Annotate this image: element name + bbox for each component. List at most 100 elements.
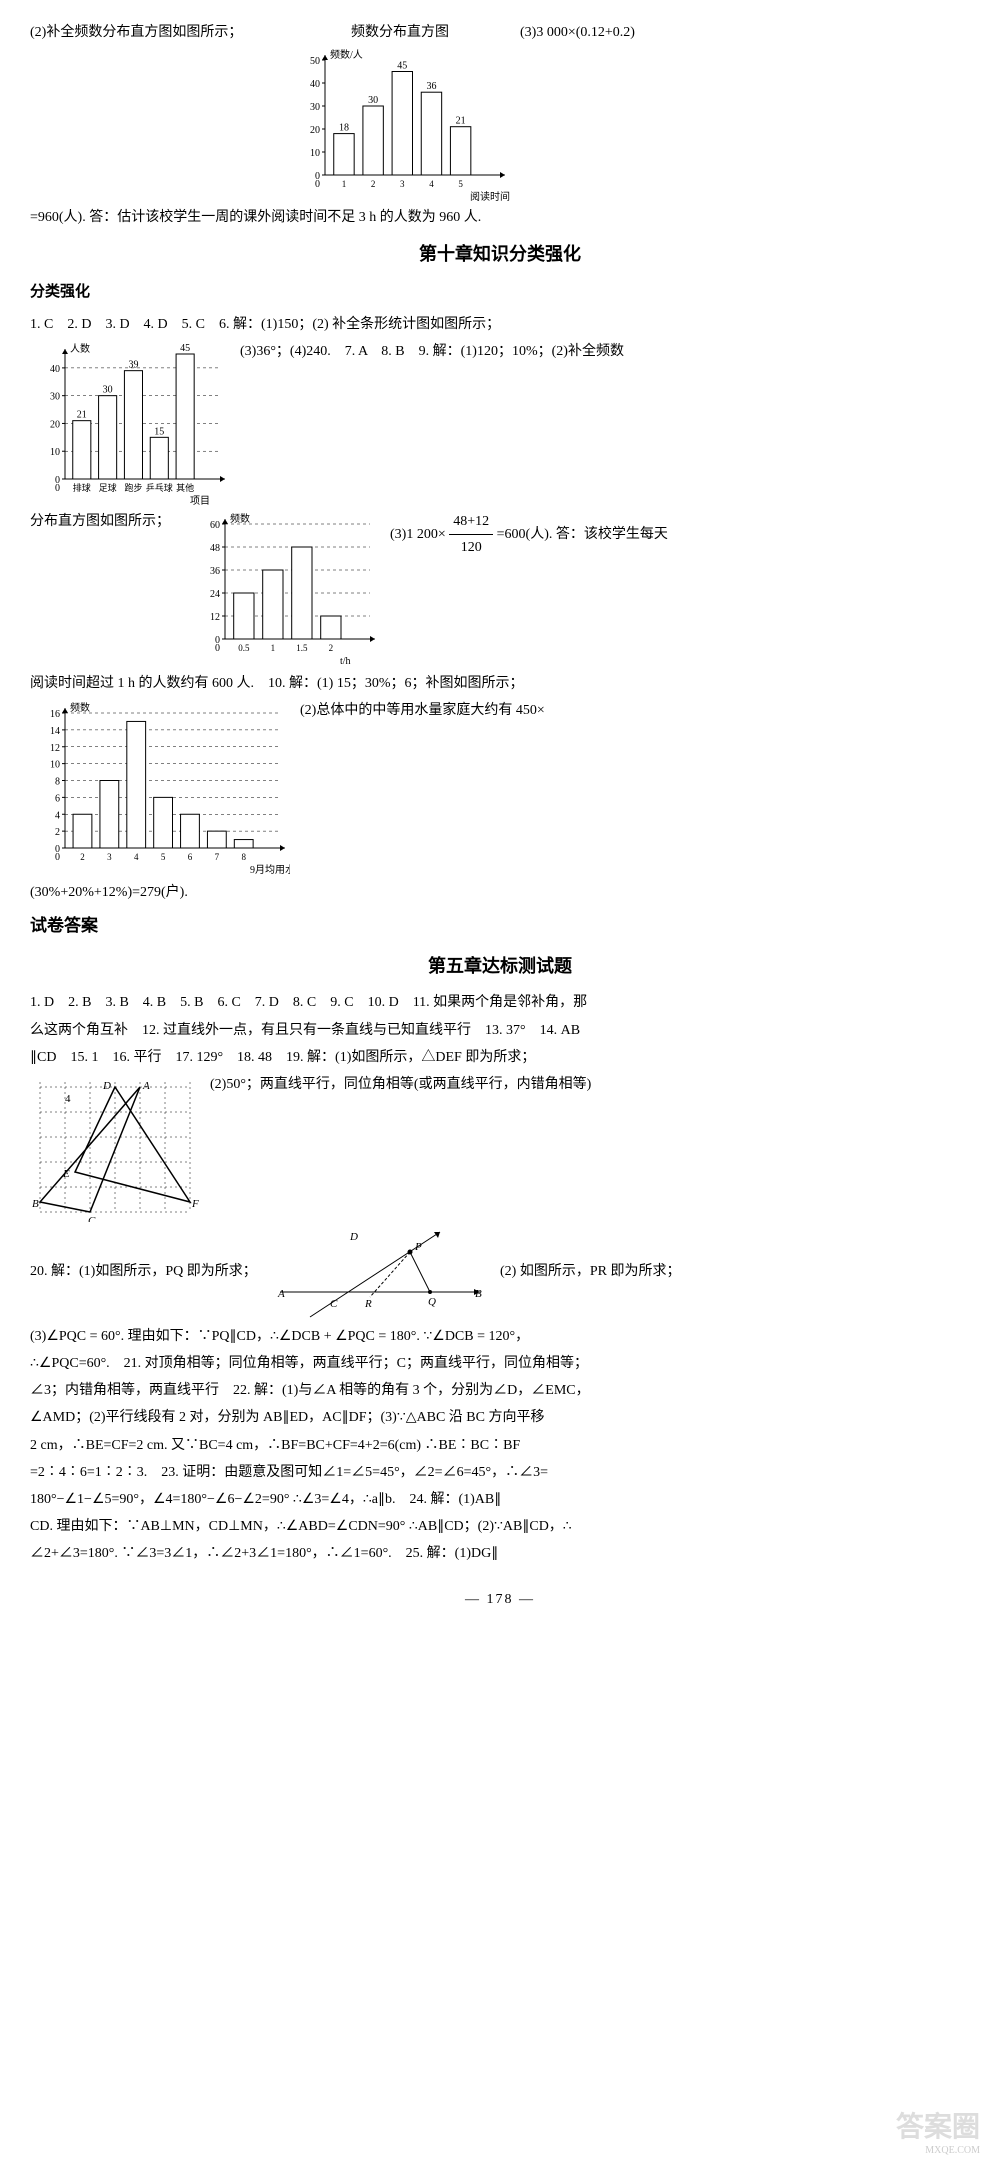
- svg-text:3: 3: [400, 179, 405, 189]
- svg-text:B: B: [475, 1288, 482, 1300]
- q3-text: (3)3 000×(0.12+0.2): [520, 20, 970, 45]
- ch10-ans5: (2)总体中的中等用水量家庭大约有 450×: [300, 698, 970, 723]
- ch10-ans1: 1. C 2. D 3. D 4. D 5. C 6. 解：(1)150；(2)…: [30, 312, 970, 337]
- svg-text:t/h: t/h: [340, 656, 351, 667]
- svg-text:48: 48: [210, 543, 220, 554]
- svg-text:21: 21: [456, 116, 466, 127]
- exam-p11: =2∶4∶6=1∶2∶3. 23. 证明：由题意及图可知∠1=∠5=45°，∠2…: [30, 1460, 970, 1485]
- ch10-ans3-right-a: (3)1 200×: [390, 527, 446, 542]
- svg-text:45: 45: [397, 61, 407, 72]
- svg-text:频数: 频数: [230, 512, 250, 525]
- svg-text:39: 39: [128, 360, 138, 371]
- svg-text:A: A: [142, 1080, 150, 1092]
- svg-text:阅读时间/h: 阅读时间/h: [470, 190, 510, 203]
- watermark-url: MXQE.COM: [925, 2142, 980, 2160]
- exam-p7: ∴∠PQC=60°. 21. 对顶角相等；同位角相等，两直线平行；C；两直线平行…: [30, 1351, 970, 1376]
- ch10-ans4: 阅读时间超过 1 h 的人数约有 600 人. 10. 解：(1) 15；30%…: [30, 671, 970, 696]
- exam-p2: 么这两个角互补 12. 过直线外一点，有且只有一条直线与已知直线平行 13. 3…: [30, 1018, 970, 1043]
- svg-text:21: 21: [77, 410, 87, 421]
- ch10-ans2: (3)36°；(4)240. 7. A 8. B 9. 解：(1)120；10%…: [240, 339, 970, 364]
- svg-text:F: F: [191, 1198, 199, 1210]
- svg-text:1.5: 1.5: [296, 643, 308, 653]
- svg-text:16: 16: [50, 709, 60, 720]
- svg-text:30: 30: [50, 392, 60, 403]
- frac-den: 120: [449, 535, 493, 560]
- svg-text:乒乓球: 乒乓球: [146, 482, 173, 493]
- svg-text:2: 2: [55, 827, 60, 838]
- chart1-histogram: 01020304050181302453364215频数/人阅读时间/h0: [290, 45, 510, 205]
- svg-text:2: 2: [329, 643, 334, 653]
- svg-text:0: 0: [55, 852, 60, 863]
- svg-text:12: 12: [210, 612, 220, 623]
- svg-text:E: E: [62, 1168, 70, 1180]
- top-line2: =960(人). 答：估计该校学生一周的课外阅读时间不足 3 h 的人数为 96…: [30, 205, 970, 230]
- svg-text:12: 12: [50, 743, 60, 754]
- svg-text:5: 5: [458, 179, 463, 189]
- svg-text:6: 6: [188, 852, 193, 862]
- exam-title: 第五章达标测试题: [30, 950, 970, 982]
- svg-text:0: 0: [55, 483, 60, 494]
- exam-header: 试卷答案: [30, 911, 970, 942]
- exam-p1: 1. D 2. B 3. B 4. B 5. B 6. C 7. D 8. C …: [30, 990, 970, 1015]
- exam-p13: CD. 理由如下：∵AB⊥MN，CD⊥MN，∴∠ABD=∠CDN=90° ∴AB…: [30, 1514, 970, 1539]
- svg-text:0.5: 0.5: [238, 643, 250, 653]
- exam-p12: 180°−∠1−∠5=90°，∠4=180°−∠6−∠2=90° ∴∠3=∠4，…: [30, 1487, 970, 1512]
- svg-text:36: 36: [426, 81, 436, 92]
- svg-text:5: 5: [161, 852, 166, 862]
- exam-p8: ∠3；内错角相等，两直线平行 22. 解：(1)与∠A 相等的角有 3 个，分别…: [30, 1378, 970, 1403]
- exam-p6: (3)∠PQC = 60°. 理由如下：∵PQ∥CD，∴∠DCB + ∠PQC …: [30, 1324, 970, 1349]
- svg-text:15: 15: [154, 426, 164, 437]
- svg-text:9月均用水量/t: 9月均用水量/t: [250, 864, 290, 876]
- svg-text:45: 45: [180, 343, 190, 354]
- svg-text:30: 30: [310, 102, 320, 113]
- svg-text:50: 50: [310, 56, 320, 67]
- exam-p5: 20. 解：(1)如图所示，PQ 即为所求；: [30, 1259, 260, 1284]
- svg-text:D: D: [349, 1231, 358, 1243]
- exam-p3: ∥CD 15. 1 16. 平行 17. 129° 18. 48 19. 解：(…: [30, 1045, 970, 1070]
- svg-text:Q: Q: [428, 1296, 436, 1308]
- q2-text: (2)补全频数分布直方图如图所示；: [30, 20, 280, 45]
- svg-text:频数/人: 频数/人: [330, 48, 363, 61]
- svg-text:60: 60: [210, 520, 220, 531]
- exam-p4: (2)50°；两直线平行，同位角相等(或两直线平行，内错角相等): [210, 1072, 970, 1097]
- chart4-histogram: 02468101214162345678频数9月均用水量/t0: [30, 698, 290, 878]
- svg-text:7: 7: [215, 852, 220, 862]
- svg-text:其他: 其他: [176, 482, 194, 493]
- ch10-ans3-right-b: =600(人). 答：该校学生每天: [497, 527, 668, 542]
- svg-text:10: 10: [50, 760, 60, 771]
- svg-text:3: 3: [107, 852, 112, 862]
- chart3-histogram: 012243648600.511.52频数t/h0: [190, 509, 380, 669]
- exam-p14: ∠2+∠3=180°. ∵∠3=3∠1，∴∠2+3∠1=180°，∴∠1=60°…: [30, 1541, 970, 1566]
- ch10-subtitle: 分类强化: [30, 279, 970, 306]
- svg-text:14: 14: [50, 726, 60, 737]
- svg-text:足球: 足球: [99, 482, 117, 493]
- svg-text:10: 10: [310, 148, 320, 159]
- exam-p9: ∠AMD；(2)平行线段有 2 对，分别为 AB∥ED，AC∥DF；(3)∵△A…: [30, 1405, 970, 1430]
- exam-p5r: (2) 如图所示，PR 即为所求；: [500, 1259, 970, 1284]
- ch10-ans6: (30%+20%+12%)=279(户).: [30, 880, 970, 905]
- svg-text:0: 0: [215, 643, 220, 654]
- svg-text:跑步: 跑步: [124, 482, 142, 493]
- frac-num: 48+12: [449, 509, 493, 535]
- svg-text:1: 1: [342, 179, 347, 189]
- svg-text:10: 10: [50, 447, 60, 458]
- svg-text:40: 40: [310, 79, 320, 90]
- svg-text:R: R: [364, 1298, 372, 1310]
- svg-text:4: 4: [134, 852, 139, 862]
- page-number: — 178 —: [30, 1587, 970, 1612]
- svg-text:30: 30: [103, 385, 113, 396]
- svg-text:30: 30: [368, 95, 378, 106]
- svg-text:P: P: [414, 1241, 422, 1253]
- chart2-bar: 01020304021排球30足球39跑步15乒乓球45其他人数项目0: [30, 339, 230, 509]
- ch10-title: 第十章知识分类强化: [30, 238, 970, 270]
- svg-text:0: 0: [315, 179, 320, 190]
- svg-text:20: 20: [310, 125, 320, 136]
- svg-text:1: 1: [271, 643, 276, 653]
- svg-text:D: D: [102, 1080, 111, 1092]
- svg-text:频数: 频数: [70, 701, 90, 714]
- svg-text:C: C: [330, 1298, 338, 1310]
- svg-text:人数: 人数: [70, 342, 90, 355]
- svg-text:B: B: [32, 1198, 39, 1210]
- ch10-ans3-left: 分布直方图如图所示；: [30, 509, 180, 534]
- svg-text:4: 4: [429, 179, 434, 189]
